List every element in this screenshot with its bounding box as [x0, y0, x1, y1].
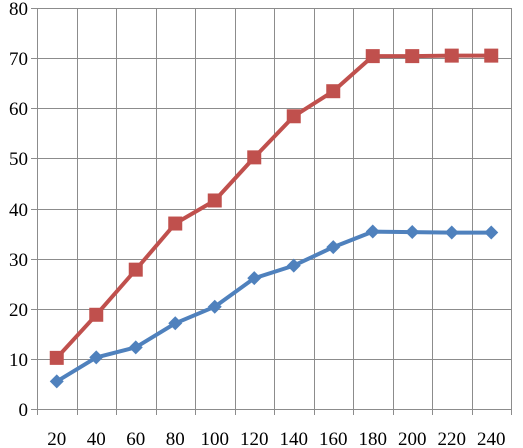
- data-point-diamond: [247, 271, 262, 286]
- series-0: [49, 48, 499, 365]
- data-point-diamond: [286, 258, 301, 273]
- data-point-diamond: [484, 225, 499, 240]
- data-point-diamond: [405, 225, 420, 240]
- data-point-square: [207, 193, 222, 208]
- data-point-square: [444, 48, 459, 63]
- data-point-square: [128, 262, 143, 277]
- data-point-diamond: [326, 240, 341, 255]
- data-point-square: [89, 307, 104, 322]
- data-point-square: [286, 109, 301, 124]
- data-point-diamond: [89, 350, 104, 365]
- x-tick-label: 80: [166, 429, 185, 448]
- y-tick-label: 0: [19, 400, 29, 421]
- grid: [37, 8, 512, 410]
- x-tick-label: 220: [438, 429, 467, 448]
- data-point-diamond: [365, 224, 380, 239]
- data-point-square: [168, 216, 183, 231]
- x-tick-label: 140: [280, 429, 309, 448]
- data-point-diamond: [444, 225, 459, 240]
- x-tick-label: 120: [240, 429, 269, 448]
- y-tick-label: 30: [9, 250, 28, 271]
- y-tick-label: 10: [9, 350, 28, 371]
- data-point-square: [484, 48, 499, 63]
- x-tick-label: 100: [201, 429, 230, 448]
- y-tick-label: 80: [9, 0, 28, 20]
- data-point-square: [365, 49, 380, 64]
- y-tick-label: 50: [9, 149, 28, 170]
- x-tick-label: 200: [398, 429, 427, 448]
- data-point-square: [326, 84, 341, 99]
- data-point-square: [405, 49, 420, 64]
- data-point-diamond: [49, 374, 64, 389]
- data-point-diamond: [128, 340, 143, 355]
- data-point-diamond: [168, 316, 183, 331]
- y-tick-label: 40: [9, 200, 28, 221]
- data-point-square: [247, 150, 262, 165]
- data-point-square: [49, 350, 64, 365]
- x-tick-label: 160: [319, 429, 348, 448]
- x-tick-label: 60: [126, 429, 145, 448]
- x-tick-label: 40: [87, 429, 106, 448]
- x-tick-label: 240: [477, 429, 506, 448]
- series-1: [49, 224, 499, 389]
- x-tick-label: 180: [359, 429, 388, 448]
- x-tick-label: 20: [47, 429, 66, 448]
- data-point-diamond: [207, 299, 222, 314]
- y-tick-label: 20: [9, 300, 28, 321]
- y-tick-label: 60: [9, 99, 28, 120]
- y-tick-label: 70: [9, 49, 28, 70]
